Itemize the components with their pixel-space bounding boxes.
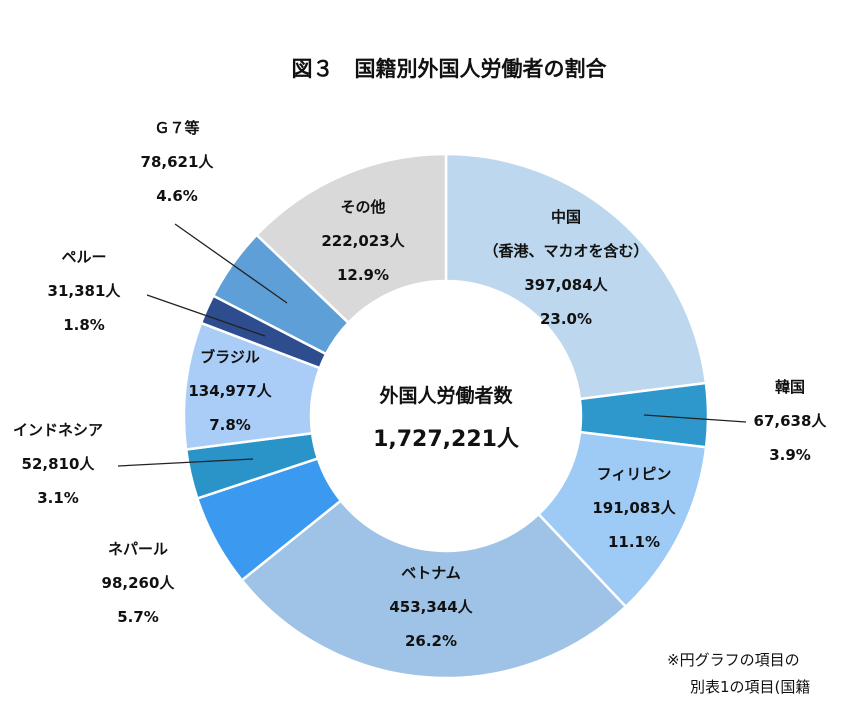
label-philippines-name: フィリピン — [597, 465, 672, 483]
label-nepal-percent: 5.7% — [117, 608, 159, 626]
label-indonesia-percent: 3.1% — [37, 489, 79, 507]
slice-china — [444, 152, 708, 401]
center-label: 外国人労働者数 — [379, 384, 513, 407]
label-korea-percent: 3.9% — [769, 446, 811, 464]
label-g7-count: 78,621人 — [141, 153, 215, 171]
label-korea-name: 韓国 — [775, 378, 805, 396]
leader-korea — [643, 414, 747, 423]
footnote-line-2: 別表1の項目(国籍 — [690, 678, 810, 696]
label-peru-count: 31,381人 — [48, 282, 122, 300]
label-china-name-1: 中国 — [551, 208, 581, 226]
label-indonesia-count: 52,810人 — [22, 455, 96, 473]
label-philippines-percent: 11.1% — [608, 533, 660, 551]
label-g7-percent: 4.6% — [156, 187, 198, 205]
label-vietnam-percent: 26.2% — [405, 632, 457, 650]
label-brazil-name: ブラジル — [200, 348, 260, 366]
label-korea-count: 67,638人 — [754, 412, 828, 430]
slice-labels: 中国 （香港、マカオを含む） 397,084人 23.0% 韓国 67,638人 3.9% フ… — [13, 119, 827, 650]
slice-other — [254, 152, 448, 325]
label-vietnam-count: 453,344人 — [389, 598, 473, 616]
label-china-count: 397,084人 — [524, 276, 608, 294]
label-other-count: 222,023人 — [321, 232, 405, 250]
footnote-line-1: ※円グラフの項目の — [667, 651, 800, 669]
label-indonesia-name: インドネシア — [13, 421, 103, 439]
label-g7-name: Ｇ７等 — [154, 119, 199, 137]
label-philippines-count: 191,083人 — [592, 499, 676, 517]
center-total: 1,727,221人 — [373, 427, 519, 452]
label-other-name: その他 — [340, 198, 385, 216]
leader-lines — [117, 223, 747, 467]
label-vietnam-name: ベトナム — [401, 564, 461, 582]
label-other-percent: 12.9% — [337, 266, 389, 284]
label-nepal-count: 98,260人 — [102, 574, 176, 592]
leader-g7 — [174, 223, 288, 304]
label-china-name-2: （香港、マカオを含む） — [483, 242, 648, 260]
donut-slices — [182, 152, 710, 680]
slice-vietnam — [240, 498, 628, 680]
label-peru-name: ペルー — [61, 248, 106, 266]
leader-indonesia — [117, 458, 254, 467]
label-brazil-count: 134,977人 — [188, 382, 272, 400]
leader-peru — [146, 294, 266, 337]
label-china-percent: 23.0% — [540, 310, 592, 328]
chart-title: 図３ 国籍別外国人労働者の割合 — [292, 57, 608, 81]
label-nepal-name: ネパール — [108, 540, 168, 558]
label-brazil-percent: 7.8% — [209, 416, 251, 434]
label-peru-percent: 1.8% — [63, 316, 105, 334]
